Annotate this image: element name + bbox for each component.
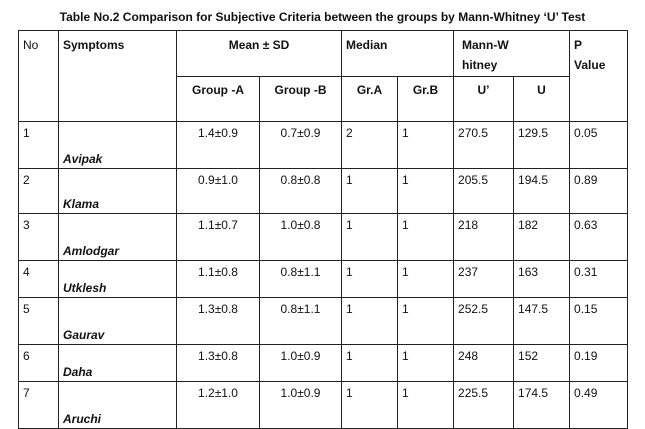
cell-mean-b: 0.7±0.9 xyxy=(258,121,343,169)
cell-symptom: Avipak xyxy=(58,121,177,169)
cell-median-b: 1 xyxy=(397,344,455,382)
cell-u-prime: 248 xyxy=(453,344,515,382)
cell-u: 129.5 xyxy=(513,121,571,169)
cell-symptom: Aruchi xyxy=(58,381,177,429)
table-row: 3 Amlodgar 1.1±0.7 1.0±0.8 1 1 218 182 0… xyxy=(18,213,629,261)
cell-symptom: Amlodgar xyxy=(58,213,177,261)
cell-no: 6 xyxy=(18,344,59,382)
cell-u: 194.5 xyxy=(513,168,571,214)
cell-median-b: 1 xyxy=(397,213,455,261)
cell-u: 182 xyxy=(513,213,571,261)
cell-median-a: 1 xyxy=(341,213,399,261)
cell-median-a: 1 xyxy=(341,344,399,382)
header-p-value: P Value xyxy=(569,30,629,122)
cell-u-prime: 252.5 xyxy=(453,297,515,345)
header-mann-whitney-text: Mann-Whitney xyxy=(462,38,509,72)
header-group-a: Group -A xyxy=(176,76,260,122)
cell-no: 3 xyxy=(18,213,59,261)
header-gr-a: Gr.A xyxy=(341,76,399,122)
cell-u: 174.5 xyxy=(513,381,571,429)
cell-median-b: 1 xyxy=(397,381,455,429)
cell-mean-b: 1.0±0.8 xyxy=(258,213,343,261)
cell-u: 152 xyxy=(513,344,571,382)
cell-median-b: 1 xyxy=(397,121,455,169)
cell-mean-a: 0.9±1.0 xyxy=(176,168,260,214)
cell-mean-a: 1.1±0.8 xyxy=(176,260,260,298)
header-symptoms: Symptoms xyxy=(58,30,177,122)
cell-mean-a: 1.4±0.9 xyxy=(176,121,260,169)
cell-u-prime: 225.5 xyxy=(453,381,515,429)
cell-u: 147.5 xyxy=(513,297,571,345)
cell-u: 163 xyxy=(513,260,571,298)
cell-symptom: Gaurav xyxy=(58,297,177,345)
table-row: 1 Avipak 1.4±0.9 0.7±0.9 2 1 270.5 129.5… xyxy=(18,121,629,169)
header-group-b: Group -B xyxy=(258,76,343,122)
comparison-table: No Symptoms Mean ± SD Median Mann-Whitne… xyxy=(18,30,629,429)
cell-median-a: 1 xyxy=(341,381,399,429)
header-no: No xyxy=(18,30,59,122)
header-mann-whitney: Mann-Whitney xyxy=(453,30,571,77)
table-title: Table No.2 Comparison for Subjective Cri… xyxy=(59,10,586,24)
table-row: 6 Daha 1.3±0.8 1.0±0.9 1 1 248 152 0.19 xyxy=(18,344,629,382)
header-u-prime: U’ xyxy=(453,76,515,122)
cell-p-value: 0.31 xyxy=(569,260,629,298)
header-median: Median xyxy=(341,30,455,77)
cell-mean-b: 0.8±1.1 xyxy=(258,297,343,345)
cell-p-value: 0.63 xyxy=(569,213,629,261)
cell-u-prime: 218 xyxy=(453,213,515,261)
cell-median-a: 1 xyxy=(341,260,399,298)
cell-u-prime: 237 xyxy=(453,260,515,298)
header-gr-b: Gr.B xyxy=(397,76,455,122)
cell-no: 4 xyxy=(18,260,59,298)
cell-mean-b: 1.0±0.9 xyxy=(258,381,343,429)
header-u: U xyxy=(513,76,571,122)
header-mean-sd: Mean ± SD xyxy=(175,30,343,77)
cell-p-value: 0.05 xyxy=(569,121,629,169)
cell-no: 1 xyxy=(18,121,59,169)
cell-u-prime: 270.5 xyxy=(453,121,515,169)
cell-no: 7 xyxy=(18,381,59,429)
cell-mean-a: 1.3±0.8 xyxy=(176,344,260,382)
cell-p-value: 0.19 xyxy=(569,344,629,382)
cell-no: 2 xyxy=(18,168,59,214)
cell-mean-a: 1.3±0.8 xyxy=(176,297,260,345)
cell-no: 5 xyxy=(18,297,59,345)
cell-symptom: Daha xyxy=(58,344,177,382)
cell-median-b: 1 xyxy=(397,297,455,345)
cell-mean-b: 0.8±0.8 xyxy=(258,168,343,214)
cell-mean-b: 1.0±0.9 xyxy=(258,344,343,382)
cell-u-prime: 205.5 xyxy=(453,168,515,214)
table-row: 7 Aruchi 1.2±1.0 1.0±0.9 1 1 225.5 174.5… xyxy=(18,381,629,429)
cell-p-value: 0.49 xyxy=(569,381,629,429)
table-row: 5 Gaurav 1.3±0.8 0.8±1.1 1 1 252.5 147.5… xyxy=(18,297,629,345)
table-row: 4 Utklesh 1.1±0.8 0.8±1.1 1 1 237 163 0.… xyxy=(18,260,629,298)
header-p-value-text: P Value xyxy=(574,38,606,72)
cell-p-value: 0.15 xyxy=(569,297,629,345)
cell-p-value: 0.89 xyxy=(569,168,629,214)
cell-median-a: 2 xyxy=(341,121,399,169)
cell-mean-a: 1.1±0.7 xyxy=(176,213,260,261)
cell-median-b: 1 xyxy=(397,168,455,214)
table-row: 2 Klama 0.9±1.0 0.8±0.8 1 1 205.5 194.5 … xyxy=(18,168,629,214)
cell-median-a: 1 xyxy=(341,297,399,345)
cell-mean-b: 0.8±1.1 xyxy=(258,260,343,298)
cell-symptom: Utklesh xyxy=(58,260,177,298)
cell-symptom: Klama xyxy=(58,168,177,214)
cell-median-b: 1 xyxy=(397,260,455,298)
cell-mean-a: 1.2±1.0 xyxy=(176,381,260,429)
cell-median-a: 1 xyxy=(341,168,399,214)
